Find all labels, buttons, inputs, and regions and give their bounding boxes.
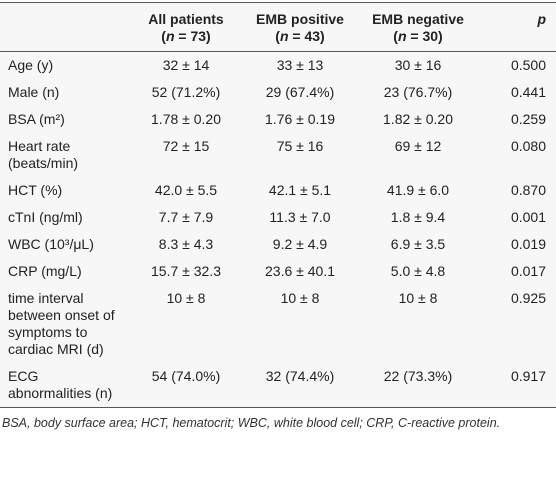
cell: 0.080 [510,138,546,154]
header-count: ( [161,28,166,44]
row-label: cTnI (ng/ml) [8,209,83,225]
cell: 0.017 [510,263,546,279]
header-cell: EMB negative (n = 30) [356,2,480,52]
cell: 1.8 ± 9.4 [390,209,446,225]
header-count: = 73) [174,28,211,44]
cell: 0.870 [510,182,546,198]
header-count: ( [393,28,398,44]
cell: 0.500 [510,57,546,73]
header-label: EMB positive [256,11,344,27]
cell: 75 ± 16 [276,138,324,154]
cell: 22 (73.3%) [383,368,453,384]
cell: 0.019 [510,236,546,252]
cell: 32 (74.4%) [265,368,335,384]
row-label: CRP (mg/L) [8,263,82,279]
cell: 0.925 [510,290,546,306]
row-label: Age (y) [8,57,54,73]
table-row: BSA (m²) 1.78 ± 0.20 1.76 ± 0.19 1.82 ± 0.2… [0,106,556,133]
cell: 69 ± 12 [394,138,442,154]
header-cell: EMB positive (n = 43) [244,2,356,52]
row-label: Male (n) [8,84,60,100]
cell: 54 (74.0%) [151,368,221,384]
cell: 11.3 ± 7.0 [269,209,331,225]
cell: 41.9 ± 6.0 [386,182,450,198]
cell: 0.917 [510,368,546,384]
cell: 1.82 ± 0.20 [383,111,453,127]
header-row: All patients (n = 73) EMB positive (n = 43)… [0,2,556,52]
header-label: p [537,11,546,27]
cell: 10 ± 8 [166,290,206,306]
cell: 72 ± 15 [162,138,210,154]
cell: 9.2 ± 4.9 [272,236,328,252]
header-count: n [165,28,175,44]
table-row: HCT (%) 42.0 ± 5.5 42.1 ± 5.1 41.9 ± 6.0 0.8… [0,177,556,204]
cell: 32 ± 14 [162,57,210,73]
table-row: Male (n) 52 (71.2%) 29 (67.4%) 23 (76.7%) 0.… [0,79,556,106]
row-label: BSA (m²) [8,111,65,127]
header-label: All patients [148,11,224,27]
cell: 29 (67.4%) [265,84,335,100]
cell: 23.6 ± 40.1 [265,263,335,279]
header-count: n [279,28,289,44]
row-label: time interval between onset of symptoms … [8,290,115,357]
table-row: Heart rate (beats/min) 72 ± 15 75 ± 16 69 ±… [0,133,556,177]
header-count: n [397,28,407,44]
table-row: cTnI (ng/ml) 7.7 ± 7.9 11.3 ± 7.0 1.8 ± 9.4… [0,204,556,231]
header-count: ( [275,28,280,44]
cell: 8.3 ± 4.3 [158,236,214,252]
header-cell: p [480,2,556,52]
cell: 42.0 ± 5.5 [154,182,218,198]
cell: 6.9 ± 3.5 [390,236,446,252]
table-row: WBC (10³/μL) 8.3 ± 4.3 9.2 ± 4.9 6.9 ± 3.5 0… [0,231,556,258]
cell: 0.001 [510,209,546,225]
cell: 10 ± 8 [280,290,320,306]
cell: 30 ± 16 [394,57,442,73]
table-row: Age (y) 32 ± 14 33 ± 13 30 ± 16 0.500 [0,52,556,80]
table-body: Age (y) 32 ± 14 33 ± 13 30 ± 16 0.500 Male (n… [0,52,556,408]
table-row: ECG abnormalities (n) 54 (74.0%) 32 (74.4%… [0,363,556,408]
cell: 52 (71.2%) [151,84,221,100]
cell: 1.76 ± 0.19 [265,111,335,127]
cell: 1.78 ± 0.20 [151,111,221,127]
cell: 0.441 [510,84,546,100]
cell: 42.1 ± 5.1 [268,182,332,198]
cell: 7.7 ± 7.9 [158,209,214,225]
cell: 10 ± 8 [398,290,438,306]
row-label: Heart rate (beats/min) [8,138,79,171]
footnote: BSA, body surface area; HCT, hematocrit;… [2,416,501,430]
data-table: All patients (n = 73) EMB positive (n = 43)… [0,2,556,408]
table-row: time interval between onset of symptoms … [0,285,556,363]
cell: 15.7 ± 32.3 [151,263,221,279]
row-label: ECG abnormalities (n) [8,368,113,401]
row-label: WBC (10³/μL) [8,236,94,252]
table-container: All patients (n = 73) EMB positive (n = 43)… [0,2,556,430]
row-label: HCT (%) [8,182,63,198]
header-count: = 30) [406,28,443,44]
header-cell [0,2,128,52]
table-row: CRP (mg/L) 15.7 ± 32.3 23.6 ± 40.1 5.0 ± 4.… [0,258,556,285]
cell: 0.259 [510,111,546,127]
cell: 23 (76.7%) [383,84,453,100]
cell: 33 ± 13 [276,57,324,73]
header-count: = 43) [288,28,325,44]
cell: 5.0 ± 4.8 [390,263,446,279]
header-label: EMB negative [372,11,464,27]
header-cell: All patients (n = 73) [128,2,244,52]
